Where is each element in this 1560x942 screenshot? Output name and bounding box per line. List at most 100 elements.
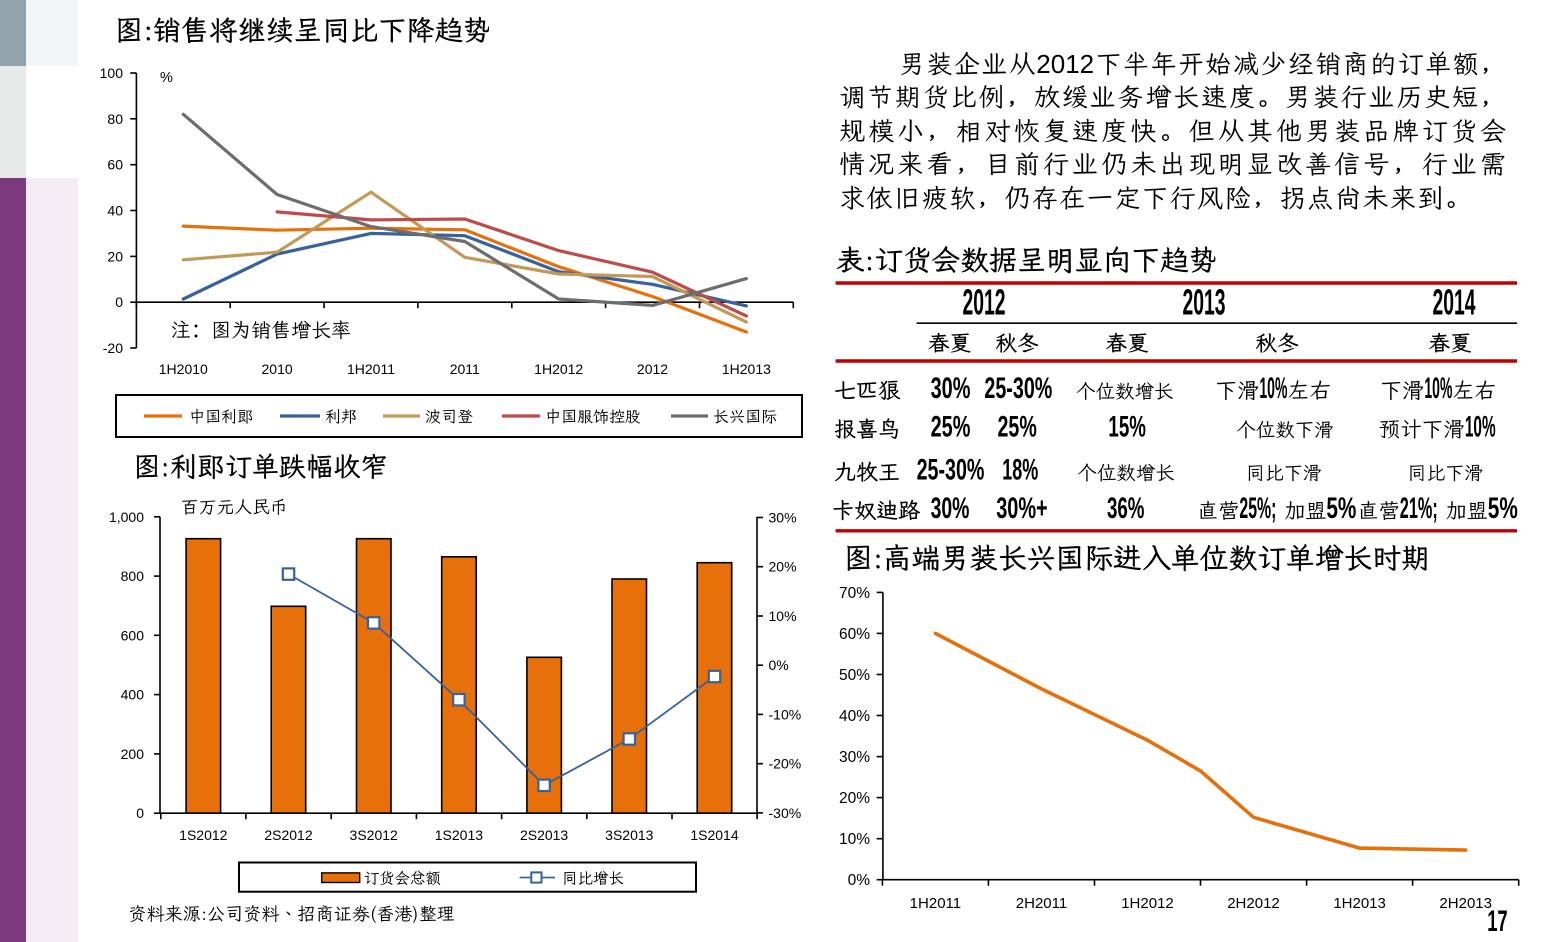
svg-text:30%: 30% — [839, 749, 870, 766]
svg-text:25%: 25% — [998, 411, 1037, 444]
svg-text:2010: 2010 — [262, 361, 293, 377]
svg-text:30%: 30% — [931, 492, 970, 525]
svg-text:18%: 18% — [1002, 454, 1038, 487]
svg-text:-10%: -10% — [769, 706, 802, 722]
svg-text:利邦: 利邦 — [325, 405, 357, 427]
svg-text:加盟: 加盟 — [1446, 496, 1488, 524]
svg-text:个位数增长: 个位数增长 — [1076, 378, 1174, 404]
svg-text:25%;: 25%; — [1239, 492, 1276, 525]
svg-text:80: 80 — [107, 111, 123, 127]
svg-text:-20: -20 — [103, 340, 123, 356]
svg-text:25-30%: 25-30% — [984, 372, 1052, 405]
svg-text:60%: 60% — [839, 626, 870, 643]
svg-text:同比下滑: 同比下滑 — [1246, 461, 1322, 486]
svg-text:左右: 左右 — [1452, 376, 1496, 405]
svg-text:5%: 5% — [1488, 492, 1518, 525]
svg-text:2H2013: 2H2013 — [1439, 895, 1492, 912]
svg-text:加盟: 加盟 — [1284, 496, 1326, 524]
svg-text:20%: 20% — [769, 559, 797, 575]
svg-text:中国服饰控股: 中国服饰控股 — [545, 405, 641, 427]
svg-text:0: 0 — [115, 294, 123, 310]
svg-text:春夏: 春夏 — [928, 330, 971, 358]
svg-text:400: 400 — [121, 687, 145, 703]
svg-text:左右: 左右 — [1287, 376, 1331, 405]
svg-text:订货会总额: 订货会总额 — [364, 869, 442, 889]
svg-text:20%: 20% — [839, 790, 870, 807]
svg-text:2S2013: 2S2013 — [520, 827, 568, 843]
svg-text:25%: 25% — [931, 411, 971, 444]
svg-text:100: 100 — [100, 65, 123, 81]
svg-text:30%+: 30%+ — [996, 492, 1047, 525]
svg-text:秋冬: 秋冬 — [1255, 330, 1299, 358]
svg-text:0: 0 — [136, 805, 144, 821]
svg-text:21%;: 21%; — [1400, 492, 1438, 525]
svg-text:1,000: 1,000 — [109, 509, 144, 525]
svg-text:10%: 10% — [1424, 372, 1452, 405]
svg-text:波司登: 波司登 — [425, 405, 473, 427]
svg-text:20: 20 — [107, 248, 123, 264]
svg-text:春夏: 春夏 — [1105, 330, 1148, 358]
svg-text:1H2012: 1H2012 — [534, 361, 583, 377]
svg-text:注：图为销售增长率: 注：图为销售增长率 — [171, 316, 351, 343]
svg-text:10%: 10% — [1465, 411, 1496, 444]
svg-text:200: 200 — [121, 746, 145, 762]
svg-text:九牧王: 九牧王 — [834, 458, 900, 487]
svg-text:1H2013: 1H2013 — [722, 361, 771, 377]
svg-text:同比下滑: 同比下滑 — [1407, 461, 1483, 486]
svg-text:0%: 0% — [848, 872, 871, 889]
svg-text:40: 40 — [107, 203, 123, 219]
svg-text:800: 800 — [121, 568, 145, 584]
svg-text:%: % — [160, 70, 173, 86]
svg-text:50%: 50% — [839, 667, 870, 684]
svg-text:直营: 直营 — [1358, 496, 1400, 524]
svg-text:17: 17 — [1487, 905, 1508, 938]
svg-text:1S2013: 1S2013 — [435, 827, 483, 843]
svg-text:3S2013: 3S2013 — [605, 827, 653, 843]
svg-text:10%: 10% — [1259, 372, 1287, 405]
svg-text:2S2012: 2S2012 — [264, 827, 312, 843]
svg-text:1H2010: 1H2010 — [159, 361, 208, 377]
svg-text:卡奴迪路: 卡奴迪路 — [832, 496, 920, 525]
svg-text:2H2011: 2H2011 — [1016, 895, 1067, 912]
svg-text:60: 60 — [107, 157, 123, 173]
svg-text:下滑: 下滑 — [1380, 376, 1424, 405]
svg-text:600: 600 — [121, 627, 145, 643]
svg-text:春夏: 春夏 — [1428, 330, 1471, 358]
svg-text:10%: 10% — [839, 831, 870, 848]
svg-text:资料来源:公司资料、招商证券(香港)整理: 资料来源:公司资料、招商证券(香港)整理 — [128, 902, 455, 926]
svg-text:3S2012: 3S2012 — [350, 827, 398, 843]
svg-text:秋冬: 秋冬 — [995, 330, 1039, 358]
svg-text:1H2012: 1H2012 — [1121, 895, 1174, 912]
svg-text:0%: 0% — [769, 657, 789, 673]
svg-text:中国利郎: 中国利郎 — [189, 405, 253, 427]
svg-text:报喜鸟: 报喜鸟 — [834, 415, 900, 444]
svg-text:30%: 30% — [931, 372, 971, 405]
svg-text:百万元人民币: 百万元人民币 — [181, 496, 288, 519]
svg-text:-20%: -20% — [769, 756, 802, 772]
svg-text:40%: 40% — [839, 708, 870, 725]
svg-text:-30%: -30% — [769, 805, 802, 821]
svg-text:10%: 10% — [769, 608, 797, 624]
svg-text:七匹狼: 七匹狼 — [834, 376, 901, 405]
svg-text:2014: 2014 — [1433, 282, 1476, 323]
svg-text:2H2012: 2H2012 — [1227, 895, 1280, 912]
svg-text:15%: 15% — [1108, 411, 1146, 444]
svg-text:36%: 36% — [1107, 492, 1144, 525]
svg-text:2012: 2012 — [637, 361, 668, 377]
svg-text:1S2012: 1S2012 — [179, 827, 227, 843]
svg-text:30%: 30% — [769, 510, 797, 526]
svg-text:个位数下滑: 个位数下滑 — [1236, 417, 1334, 443]
svg-text:同比增长: 同比增长 — [562, 869, 625, 889]
svg-text:1H2013: 1H2013 — [1333, 895, 1386, 912]
svg-text:1H2011: 1H2011 — [910, 895, 961, 912]
svg-text:25-30%: 25-30% — [917, 454, 985, 487]
svg-text:2011: 2011 — [450, 361, 480, 377]
svg-text:70%: 70% — [839, 585, 870, 602]
svg-text:5%: 5% — [1326, 492, 1356, 525]
svg-text:下滑: 下滑 — [1215, 376, 1259, 405]
svg-text:2012: 2012 — [963, 282, 1006, 323]
svg-text:1H2011: 1H2011 — [347, 361, 395, 377]
svg-text:长兴国际: 长兴国际 — [713, 405, 777, 427]
svg-text:预计下滑: 预计下滑 — [1379, 416, 1465, 444]
svg-text:直营: 直营 — [1197, 496, 1239, 524]
